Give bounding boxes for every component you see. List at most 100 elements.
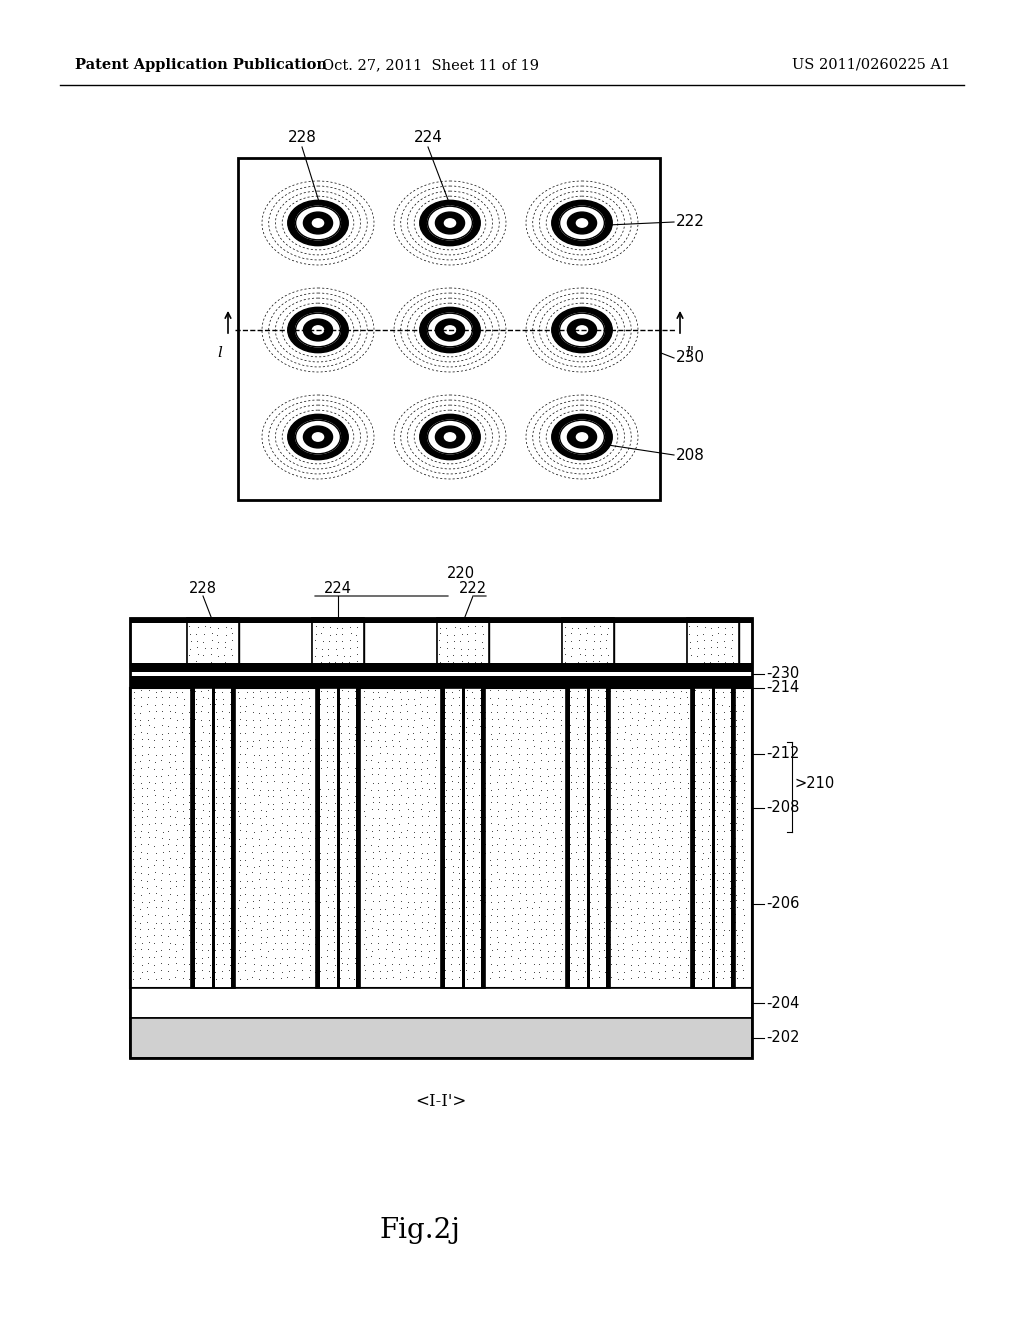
- Bar: [441, 688, 485, 987]
- Ellipse shape: [296, 313, 340, 347]
- Ellipse shape: [303, 213, 333, 234]
- Text: -212: -212: [766, 747, 800, 762]
- Bar: [130, 618, 752, 1059]
- Bar: [316, 688, 360, 987]
- Bar: [316, 688, 319, 987]
- Text: 228: 228: [189, 581, 217, 597]
- Bar: [739, 663, 752, 668]
- Ellipse shape: [428, 206, 472, 240]
- Ellipse shape: [552, 308, 612, 352]
- Bar: [562, 663, 614, 668]
- Bar: [130, 618, 187, 668]
- Bar: [481, 688, 485, 987]
- Bar: [687, 663, 739, 668]
- Bar: [187, 618, 239, 623]
- Bar: [739, 618, 752, 668]
- Bar: [130, 663, 187, 668]
- Bar: [437, 618, 489, 668]
- Ellipse shape: [559, 420, 604, 454]
- Text: Fig.2j: Fig.2j: [380, 1217, 461, 1243]
- Ellipse shape: [559, 313, 604, 347]
- Text: -230: -230: [766, 667, 800, 681]
- Text: -214: -214: [766, 681, 800, 696]
- Bar: [441, 688, 485, 987]
- Bar: [489, 618, 562, 668]
- Bar: [312, 618, 364, 623]
- Bar: [691, 688, 735, 987]
- Bar: [239, 663, 312, 668]
- Bar: [489, 618, 562, 623]
- Ellipse shape: [312, 433, 324, 441]
- Bar: [437, 618, 489, 623]
- Bar: [606, 688, 610, 987]
- Bar: [130, 680, 752, 688]
- Bar: [231, 688, 234, 987]
- Text: 222: 222: [676, 214, 705, 230]
- Bar: [337, 688, 340, 987]
- Ellipse shape: [288, 414, 348, 459]
- Text: 224: 224: [324, 581, 352, 597]
- Bar: [437, 663, 489, 668]
- Bar: [562, 618, 614, 668]
- Text: 220: 220: [446, 565, 475, 581]
- Text: 230: 230: [676, 351, 705, 366]
- Bar: [238, 158, 660, 500]
- Text: -206: -206: [766, 896, 800, 912]
- Bar: [566, 688, 610, 987]
- Bar: [364, 618, 437, 668]
- Text: l': l': [685, 346, 694, 360]
- Text: 208: 208: [676, 447, 705, 462]
- Ellipse shape: [303, 426, 333, 447]
- Bar: [356, 688, 360, 987]
- Bar: [239, 618, 312, 623]
- Ellipse shape: [577, 433, 588, 441]
- Ellipse shape: [420, 414, 480, 459]
- Bar: [130, 618, 134, 668]
- Text: 222: 222: [459, 581, 487, 597]
- Ellipse shape: [428, 420, 472, 454]
- Ellipse shape: [577, 219, 588, 227]
- Bar: [130, 987, 752, 1018]
- Bar: [187, 618, 239, 668]
- Bar: [687, 618, 739, 623]
- Bar: [489, 663, 562, 668]
- Bar: [191, 688, 195, 987]
- Ellipse shape: [567, 426, 597, 447]
- Bar: [731, 688, 735, 987]
- Ellipse shape: [559, 206, 604, 240]
- Bar: [130, 676, 752, 680]
- Text: US 2011/0260225 A1: US 2011/0260225 A1: [792, 58, 950, 73]
- Ellipse shape: [435, 319, 465, 341]
- Ellipse shape: [288, 201, 348, 246]
- Ellipse shape: [312, 219, 324, 227]
- Ellipse shape: [552, 201, 612, 246]
- Bar: [316, 688, 360, 987]
- Text: <I-I'>: <I-I'>: [416, 1093, 467, 1110]
- Ellipse shape: [444, 219, 456, 227]
- Bar: [364, 663, 437, 668]
- Text: -204: -204: [766, 995, 800, 1011]
- Text: >210: >210: [794, 776, 835, 792]
- Bar: [614, 618, 687, 668]
- Ellipse shape: [567, 319, 597, 341]
- Bar: [191, 688, 234, 987]
- Bar: [562, 618, 614, 668]
- Bar: [562, 618, 614, 623]
- Bar: [712, 688, 715, 987]
- Bar: [187, 663, 239, 668]
- Bar: [566, 688, 610, 987]
- Bar: [130, 618, 187, 623]
- Bar: [441, 688, 445, 987]
- Bar: [130, 1018, 752, 1059]
- Bar: [614, 618, 687, 623]
- Ellipse shape: [435, 426, 465, 447]
- Bar: [437, 618, 489, 668]
- Bar: [312, 618, 364, 668]
- Bar: [239, 618, 312, 668]
- Bar: [614, 663, 687, 668]
- Ellipse shape: [420, 308, 480, 352]
- Bar: [130, 688, 752, 987]
- Bar: [739, 618, 752, 623]
- Bar: [691, 688, 735, 987]
- Text: 224: 224: [414, 129, 442, 145]
